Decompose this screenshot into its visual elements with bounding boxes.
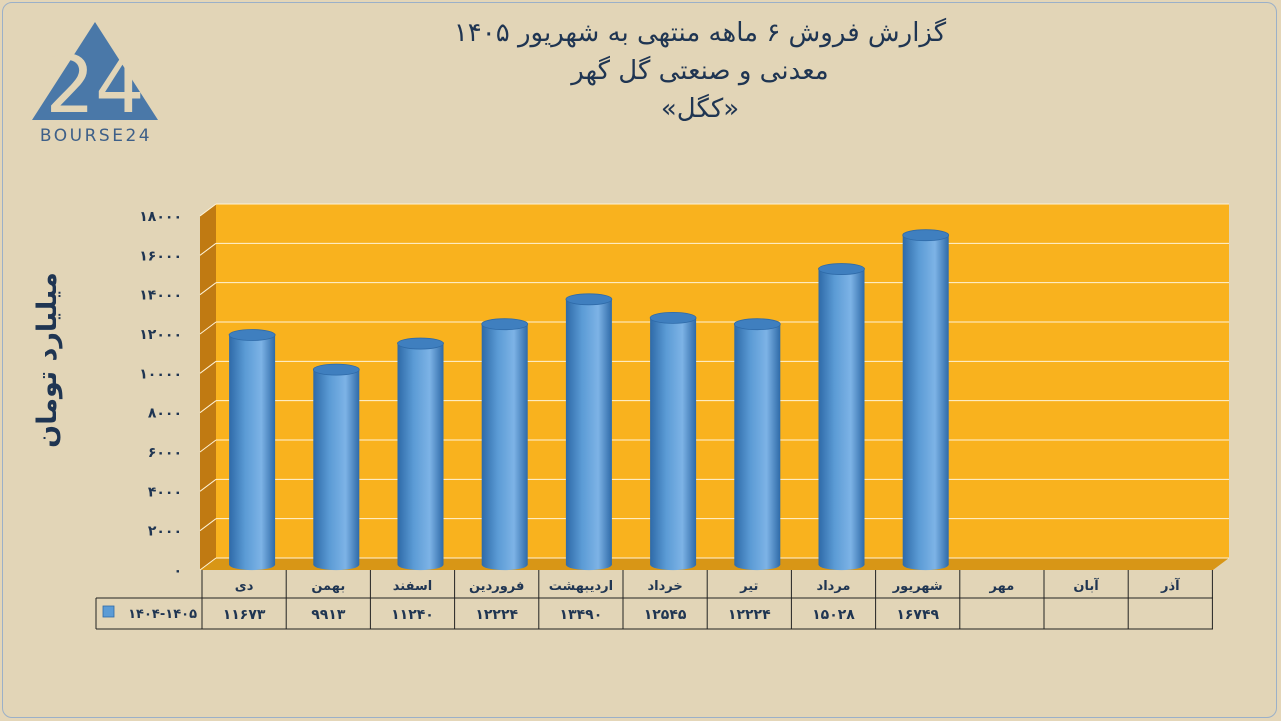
bar-top [565, 293, 613, 306]
bar-top [481, 318, 529, 331]
x-tick-label: مهر [989, 579, 1015, 594]
bar [649, 311, 697, 571]
bar-top [312, 363, 360, 376]
bar-body [481, 324, 528, 571]
gridline-side [199, 478, 217, 492]
bar [481, 318, 529, 571]
bar [565, 293, 613, 571]
data-label: ۹۹۱۳ [311, 607, 346, 623]
title-line-1: گزارش فروش ۶ ماهه منتهی به شهریور ۱۴۰۵ [453, 18, 947, 48]
logo-text: BOURSE24 [39, 126, 153, 146]
x-tick-label: فروردین [469, 579, 524, 594]
data-label: ۱۳۴۹۰ [560, 607, 603, 623]
bar-top [649, 311, 697, 324]
y-tick-label: ۲۰۰۰ [148, 524, 182, 540]
data-table: دی ۱۱۶۷۳ بهمن ۹۹۱۳ اسفند ۱۱۲۴۰ فروردین ۱۲۲۲۴ ارد… [95, 570, 1213, 630]
bar-body [818, 269, 865, 571]
y-tick-label: ۱۴۰۰۰ [139, 288, 182, 304]
bar-top [902, 229, 950, 242]
bar-body [650, 317, 697, 571]
bar [818, 263, 865, 571]
gridline-side [199, 557, 217, 571]
gridline-side [199, 321, 217, 335]
data-label: ۱۵۰۲۸ [812, 607, 855, 623]
x-tick-label: خرداد [647, 579, 682, 594]
y-tick-label: ۸۰۰۰ [148, 406, 182, 422]
bar-top [733, 318, 781, 331]
y-tick-label: ۴۰۰۰ [148, 484, 182, 500]
gridline-side [199, 360, 217, 374]
data-label: ۱۲۵۴۵ [644, 607, 687, 623]
y-tick-label: ۱۶۰۰۰ [139, 248, 182, 264]
y-tick-label: ۶۰۰۰ [148, 445, 182, 461]
bar-top [818, 263, 865, 275]
legend-series-name: ۱۴۰۴-۱۴۰۵ [128, 607, 197, 622]
bar-top [397, 337, 444, 350]
bar [312, 363, 360, 571]
x-tick-label: مرداد [817, 579, 851, 594]
gridline-side [199, 518, 217, 532]
x-tick-label: بهمن [311, 579, 345, 594]
data-label: ۱۶۷۴۹ [896, 607, 939, 623]
gridline-side [199, 203, 217, 217]
gridline-side [199, 242, 217, 256]
x-tick-label: آبان [1073, 577, 1099, 594]
title-line-3: «کگل» [660, 94, 740, 124]
bar [733, 318, 781, 571]
y-tick-label: ۱۲۰۰۰ [139, 327, 182, 343]
x-tick-label: اسفند [393, 579, 432, 594]
logo-triangle [32, 22, 158, 120]
chart-title: گزارش فروش ۶ ماهه منتهی به شهریور ۱۴۰۵ م… [360, 14, 1040, 128]
y-tick-label: ۰ [173, 563, 182, 579]
gridline-side [199, 400, 217, 414]
legend-swatch [102, 605, 115, 618]
plot-side-wall [200, 204, 216, 570]
bourse24-logo: 24 [32, 22, 158, 131]
data-label: ۱۲۲۲۴ [475, 607, 518, 623]
plot-floor [200, 558, 1229, 570]
data-label: ۱۱۲۴۰ [391, 607, 434, 623]
data-label: ۱۱۶۷۳ [223, 607, 266, 623]
bar-body [313, 369, 360, 571]
bar-body [734, 324, 781, 571]
logo-mark: 24 [45, 41, 144, 131]
gridline-side [199, 282, 217, 296]
x-tick-label: دی [235, 579, 254, 594]
data-label: ۱۲۲۲۴ [728, 607, 771, 623]
bar [397, 337, 444, 571]
bar-body [397, 343, 444, 571]
x-tick-label: اردیبهشت [549, 579, 613, 594]
bar [902, 229, 950, 571]
y-tick-label: ۱۰۰۰۰ [139, 366, 182, 382]
bar-top [228, 329, 276, 341]
bar-body [565, 299, 612, 571]
bar-body [902, 235, 949, 571]
x-tick-label: شهریور [892, 579, 943, 594]
bar [228, 329, 276, 571]
plot-area [216, 204, 1229, 558]
gridline-side [199, 439, 217, 453]
title-line-2: معدنی و صنعتی گل گهر [571, 56, 829, 86]
bar-body [229, 335, 276, 571]
y-tick-label: ۱۸۰۰۰ [139, 209, 182, 225]
x-tick-label: آذر [1160, 577, 1180, 594]
x-tick-label: تیر [739, 579, 758, 594]
